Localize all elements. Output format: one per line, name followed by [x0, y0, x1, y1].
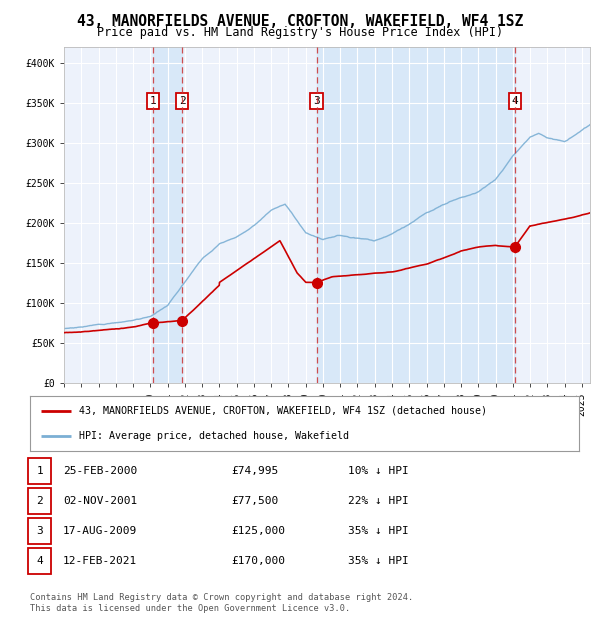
Text: Contains HM Land Registry data © Crown copyright and database right 2024.
This d: Contains HM Land Registry data © Crown c…: [30, 593, 413, 613]
Text: 2: 2: [179, 96, 185, 106]
Text: £77,500: £77,500: [231, 496, 278, 506]
Text: 25-FEB-2000: 25-FEB-2000: [63, 466, 137, 476]
Text: 3: 3: [36, 526, 43, 536]
Text: 43, MANORFIELDS AVENUE, CROFTON, WAKEFIELD, WF4 1SZ: 43, MANORFIELDS AVENUE, CROFTON, WAKEFIE…: [77, 14, 523, 29]
Text: 4: 4: [36, 556, 43, 566]
Text: 43, MANORFIELDS AVENUE, CROFTON, WAKEFIELD, WF4 1SZ (detached house): 43, MANORFIELDS AVENUE, CROFTON, WAKEFIE…: [79, 405, 487, 415]
Text: 12-FEB-2021: 12-FEB-2021: [63, 556, 137, 566]
Text: 02-NOV-2001: 02-NOV-2001: [63, 496, 137, 506]
Text: 22% ↓ HPI: 22% ↓ HPI: [348, 496, 409, 506]
Bar: [317, 46, 515, 383]
Bar: [153, 46, 182, 383]
Text: 35% ↓ HPI: 35% ↓ HPI: [348, 526, 409, 536]
Text: £125,000: £125,000: [231, 526, 285, 536]
Text: 1: 1: [149, 96, 156, 106]
Text: 4: 4: [511, 96, 518, 106]
Text: £170,000: £170,000: [231, 556, 285, 566]
Text: 17-AUG-2009: 17-AUG-2009: [63, 526, 137, 536]
Text: HPI: Average price, detached house, Wakefield: HPI: Average price, detached house, Wake…: [79, 432, 349, 441]
Text: Price paid vs. HM Land Registry's House Price Index (HPI): Price paid vs. HM Land Registry's House …: [97, 26, 503, 39]
Text: 10% ↓ HPI: 10% ↓ HPI: [348, 466, 409, 476]
Text: 1: 1: [36, 466, 43, 476]
Text: £74,995: £74,995: [231, 466, 278, 476]
Text: 2: 2: [36, 496, 43, 506]
Text: 3: 3: [313, 96, 320, 106]
Text: 35% ↓ HPI: 35% ↓ HPI: [348, 556, 409, 566]
